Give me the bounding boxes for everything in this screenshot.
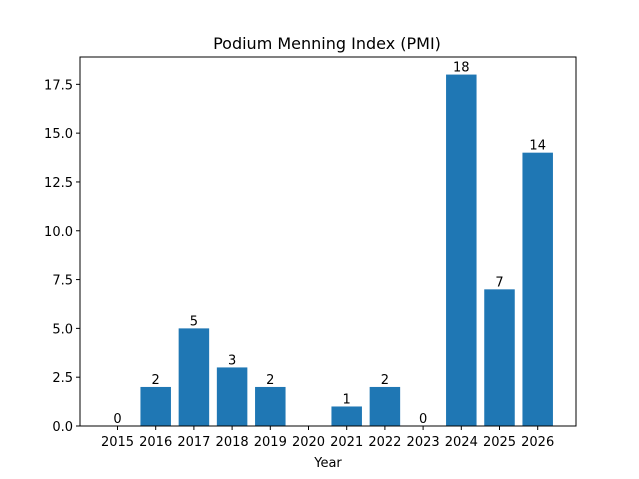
x-tick-label-2024: 2024 <box>445 435 478 450</box>
data-label-2018: 3 <box>228 353 236 368</box>
y-tick-label: 0.0 <box>52 420 73 435</box>
y-tick-label: 12.5 <box>44 176 73 191</box>
x-tick-label-2017: 2017 <box>177 435 210 450</box>
data-label-2024: 18 <box>453 61 470 76</box>
x-tick-label-2022: 2022 <box>368 435 401 450</box>
x-tick-label-2025: 2025 <box>483 435 516 450</box>
data-label-2026: 14 <box>529 139 546 154</box>
x-tick-label-2018: 2018 <box>216 435 249 450</box>
y-tick-label: 7.5 <box>52 274 73 289</box>
bar-2018 <box>216 367 248 426</box>
y-axis-ticks: 0.0 2.5 5.0 7.5 10.0 12.5 15.0 17.5 <box>44 78 80 435</box>
data-label-2019: 2 <box>266 373 274 388</box>
data-label-2015: 0 <box>113 412 121 427</box>
x-tick-label-2020: 2020 <box>292 435 325 450</box>
x-axis-label: Year <box>313 456 342 471</box>
bar-2016 <box>140 386 171 426</box>
data-label-2023: 0 <box>419 412 427 427</box>
data-label-2022: 2 <box>381 373 389 388</box>
x-tick-label-2019: 2019 <box>254 435 287 450</box>
data-label-2025: 7 <box>495 275 503 290</box>
bar-2025 <box>484 289 515 426</box>
y-tick-label: 5.0 <box>52 322 73 337</box>
bar-2019 <box>255 386 286 426</box>
bars-group <box>140 74 553 427</box>
data-label-2021: 1 <box>343 392 351 407</box>
bar-2021 <box>331 406 362 426</box>
x-tick-label-2026: 2026 <box>521 435 554 450</box>
x-tick-label-2021: 2021 <box>330 435 363 450</box>
x-tick-label-2015: 2015 <box>101 435 134 450</box>
x-axis-ticks: 2015 2016 2017 2018 2019 2020 2021 2022 2023 2024… <box>101 426 554 450</box>
bar-2026 <box>522 152 553 426</box>
x-tick-label-2023: 2023 <box>407 435 440 450</box>
y-tick-label: 2.5 <box>52 371 73 386</box>
bar-2022 <box>369 386 401 426</box>
data-labels-group: 0 2 5 3 2 1 2 0 18 7 14 <box>113 61 546 427</box>
x-tick-label-2016: 2016 <box>139 435 172 450</box>
y-tick-label: 10.0 <box>44 225 73 240</box>
y-tick-label: 17.5 <box>44 78 73 93</box>
plot-area-frame <box>79 56 577 427</box>
data-label-2017: 5 <box>190 314 198 329</box>
bar-2017 <box>178 328 210 426</box>
data-label-2016: 2 <box>152 373 160 388</box>
chart-title: Podium Menning Index (PMI) <box>213 34 441 53</box>
y-tick-label: 15.0 <box>44 127 73 142</box>
bar-2024 <box>446 74 477 427</box>
